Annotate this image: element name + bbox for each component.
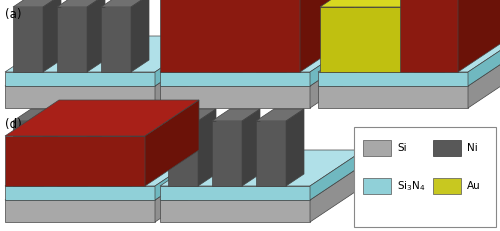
Polygon shape (168, 109, 216, 121)
Polygon shape (160, 200, 310, 222)
Text: (a): (a) (5, 8, 21, 21)
Polygon shape (320, 0, 426, 7)
Polygon shape (400, 0, 458, 72)
Polygon shape (326, 7, 356, 72)
Polygon shape (5, 200, 155, 222)
Polygon shape (13, 121, 43, 186)
Polygon shape (155, 36, 209, 86)
Polygon shape (155, 164, 209, 222)
Polygon shape (101, 0, 149, 7)
Polygon shape (131, 0, 149, 72)
Polygon shape (160, 186, 310, 200)
Polygon shape (356, 0, 374, 72)
Polygon shape (310, 50, 364, 108)
Polygon shape (318, 86, 468, 108)
Polygon shape (13, 7, 43, 72)
Polygon shape (101, 7, 131, 72)
Polygon shape (458, 0, 500, 72)
Polygon shape (155, 150, 209, 200)
Polygon shape (414, 7, 444, 72)
Polygon shape (168, 0, 216, 7)
Text: Si$_3$N$_4$: Si$_3$N$_4$ (397, 179, 426, 193)
Polygon shape (198, 0, 216, 72)
Polygon shape (318, 50, 500, 86)
Bar (363, 178, 391, 194)
Polygon shape (242, 109, 260, 186)
Polygon shape (57, 7, 87, 72)
Polygon shape (87, 109, 105, 186)
Polygon shape (168, 7, 198, 72)
Text: (c): (c) (320, 8, 336, 21)
Polygon shape (400, 0, 418, 72)
Polygon shape (286, 0, 304, 72)
Polygon shape (5, 86, 155, 108)
Polygon shape (43, 0, 61, 72)
Polygon shape (5, 186, 155, 200)
Polygon shape (87, 0, 105, 72)
Polygon shape (256, 121, 286, 186)
Polygon shape (160, 50, 364, 86)
Text: Si: Si (397, 143, 406, 153)
Polygon shape (212, 0, 260, 7)
Polygon shape (160, 0, 300, 72)
Polygon shape (256, 7, 286, 72)
Polygon shape (212, 7, 242, 72)
Polygon shape (160, 36, 364, 72)
Text: Au: Au (467, 181, 481, 191)
Polygon shape (408, 0, 426, 72)
Polygon shape (5, 136, 145, 186)
Polygon shape (286, 109, 304, 186)
Polygon shape (310, 150, 364, 200)
Polygon shape (5, 50, 209, 86)
Polygon shape (198, 109, 216, 186)
Polygon shape (5, 100, 199, 136)
Polygon shape (101, 121, 131, 186)
Polygon shape (57, 0, 105, 7)
Polygon shape (318, 72, 468, 86)
Polygon shape (160, 86, 310, 108)
Polygon shape (212, 109, 260, 121)
Polygon shape (256, 109, 304, 121)
Text: (e): (e) (162, 118, 178, 131)
Polygon shape (13, 0, 61, 7)
Polygon shape (310, 36, 364, 86)
Polygon shape (310, 164, 364, 222)
Polygon shape (5, 72, 155, 86)
Polygon shape (326, 0, 374, 7)
Polygon shape (444, 0, 462, 72)
Polygon shape (300, 0, 354, 72)
Bar (433, 140, 461, 156)
Polygon shape (160, 72, 310, 86)
Polygon shape (370, 0, 418, 7)
Bar (363, 140, 391, 156)
Polygon shape (160, 150, 364, 186)
Polygon shape (5, 164, 209, 200)
Polygon shape (318, 36, 500, 72)
Text: (b): (b) (162, 8, 179, 21)
Polygon shape (212, 121, 242, 186)
Polygon shape (43, 109, 61, 186)
Polygon shape (145, 100, 199, 186)
Polygon shape (57, 109, 105, 121)
Polygon shape (370, 7, 400, 72)
FancyBboxPatch shape (354, 127, 496, 227)
Polygon shape (468, 36, 500, 86)
Bar (433, 178, 461, 194)
Polygon shape (468, 50, 500, 108)
Polygon shape (160, 164, 364, 200)
Polygon shape (101, 109, 149, 121)
Polygon shape (414, 0, 462, 7)
Text: Ni: Ni (467, 143, 478, 153)
Polygon shape (5, 36, 209, 72)
Polygon shape (57, 121, 87, 186)
Polygon shape (168, 121, 198, 186)
Polygon shape (256, 0, 304, 7)
Polygon shape (131, 109, 149, 186)
Polygon shape (13, 109, 61, 121)
Polygon shape (242, 0, 260, 72)
Polygon shape (155, 50, 209, 108)
Text: (d): (d) (5, 118, 22, 131)
Polygon shape (320, 7, 408, 72)
Polygon shape (5, 150, 209, 186)
